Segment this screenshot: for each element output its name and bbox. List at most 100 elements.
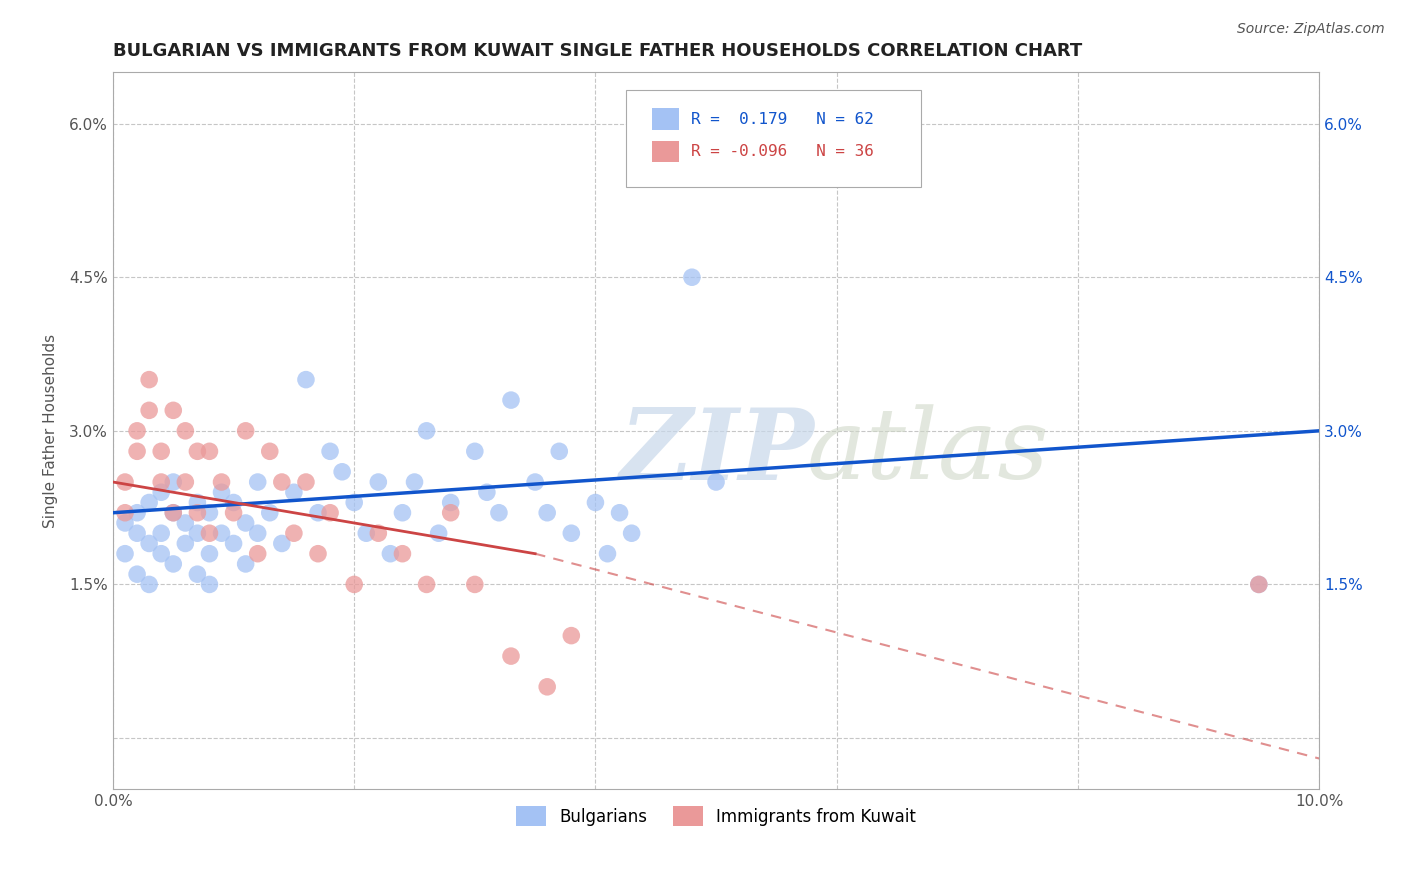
Point xyxy=(138,403,160,417)
Point xyxy=(114,475,136,489)
Point xyxy=(138,495,160,509)
Point xyxy=(704,475,727,489)
Point xyxy=(367,526,389,541)
Point xyxy=(186,567,208,582)
Point xyxy=(150,475,173,489)
Point xyxy=(186,495,208,509)
Point xyxy=(560,526,582,541)
Point xyxy=(475,485,498,500)
Point xyxy=(259,506,281,520)
Point xyxy=(596,547,619,561)
Point xyxy=(367,475,389,489)
Point xyxy=(162,557,184,571)
Point xyxy=(270,475,292,489)
Text: Source: ZipAtlas.com: Source: ZipAtlas.com xyxy=(1237,22,1385,37)
Point xyxy=(150,444,173,458)
Point xyxy=(138,536,160,550)
Point xyxy=(380,547,402,561)
Point xyxy=(270,536,292,550)
Point xyxy=(198,506,221,520)
Bar xyxy=(652,108,679,129)
Point xyxy=(127,444,149,458)
Point xyxy=(343,577,366,591)
Point xyxy=(211,475,233,489)
Point xyxy=(259,444,281,458)
Point xyxy=(415,577,437,591)
Point xyxy=(427,526,450,541)
Point xyxy=(283,485,305,500)
Point xyxy=(198,547,221,561)
Text: R = -0.096   N = 36: R = -0.096 N = 36 xyxy=(690,144,873,159)
Point xyxy=(114,506,136,520)
Point xyxy=(222,506,245,520)
Point xyxy=(343,495,366,509)
Point xyxy=(499,649,522,664)
Point xyxy=(174,516,197,530)
Point xyxy=(211,485,233,500)
Point xyxy=(1247,577,1270,591)
Text: BULGARIAN VS IMMIGRANTS FROM KUWAIT SINGLE FATHER HOUSEHOLDS CORRELATION CHART: BULGARIAN VS IMMIGRANTS FROM KUWAIT SING… xyxy=(112,42,1083,60)
Legend: Bulgarians, Immigrants from Kuwait: Bulgarians, Immigrants from Kuwait xyxy=(508,797,924,835)
FancyBboxPatch shape xyxy=(626,90,921,187)
Text: R =  0.179   N = 62: R = 0.179 N = 62 xyxy=(690,112,873,127)
Point xyxy=(150,526,173,541)
Text: ZIP: ZIP xyxy=(620,404,814,500)
Point xyxy=(162,475,184,489)
Point xyxy=(583,495,606,509)
Point xyxy=(620,526,643,541)
Point xyxy=(127,567,149,582)
Bar xyxy=(652,141,679,162)
Point xyxy=(162,506,184,520)
Point xyxy=(235,516,257,530)
Point xyxy=(186,526,208,541)
Point xyxy=(222,495,245,509)
Point xyxy=(235,424,257,438)
Point xyxy=(825,168,848,182)
Point xyxy=(464,444,486,458)
Y-axis label: Single Father Households: Single Father Households xyxy=(44,334,58,528)
Point xyxy=(246,475,269,489)
Point xyxy=(198,526,221,541)
Point xyxy=(1247,577,1270,591)
Point xyxy=(138,577,160,591)
Point xyxy=(235,557,257,571)
Point xyxy=(127,506,149,520)
Point xyxy=(114,516,136,530)
Point xyxy=(246,526,269,541)
Point xyxy=(174,536,197,550)
Point xyxy=(186,444,208,458)
Point xyxy=(186,506,208,520)
Point xyxy=(488,506,510,520)
Point xyxy=(222,536,245,550)
Point xyxy=(198,444,221,458)
Point xyxy=(198,577,221,591)
Point xyxy=(127,424,149,438)
Point xyxy=(464,577,486,591)
Point xyxy=(295,475,318,489)
Point xyxy=(162,403,184,417)
Point xyxy=(127,526,149,541)
Point xyxy=(560,629,582,643)
Point xyxy=(150,485,173,500)
Text: atlas: atlas xyxy=(807,405,1049,500)
Point xyxy=(609,506,631,520)
Point xyxy=(283,526,305,541)
Point xyxy=(391,506,413,520)
Point xyxy=(162,506,184,520)
Point xyxy=(174,475,197,489)
Point xyxy=(404,475,426,489)
Point xyxy=(211,526,233,541)
Point xyxy=(391,547,413,561)
Point xyxy=(246,547,269,561)
Point xyxy=(330,465,353,479)
Point xyxy=(440,495,463,509)
Point xyxy=(307,506,329,520)
Point xyxy=(150,547,173,561)
Point xyxy=(536,680,558,694)
Point xyxy=(174,424,197,438)
Point xyxy=(440,506,463,520)
Point xyxy=(499,393,522,408)
Point xyxy=(138,373,160,387)
Point xyxy=(319,444,342,458)
Point xyxy=(307,547,329,561)
